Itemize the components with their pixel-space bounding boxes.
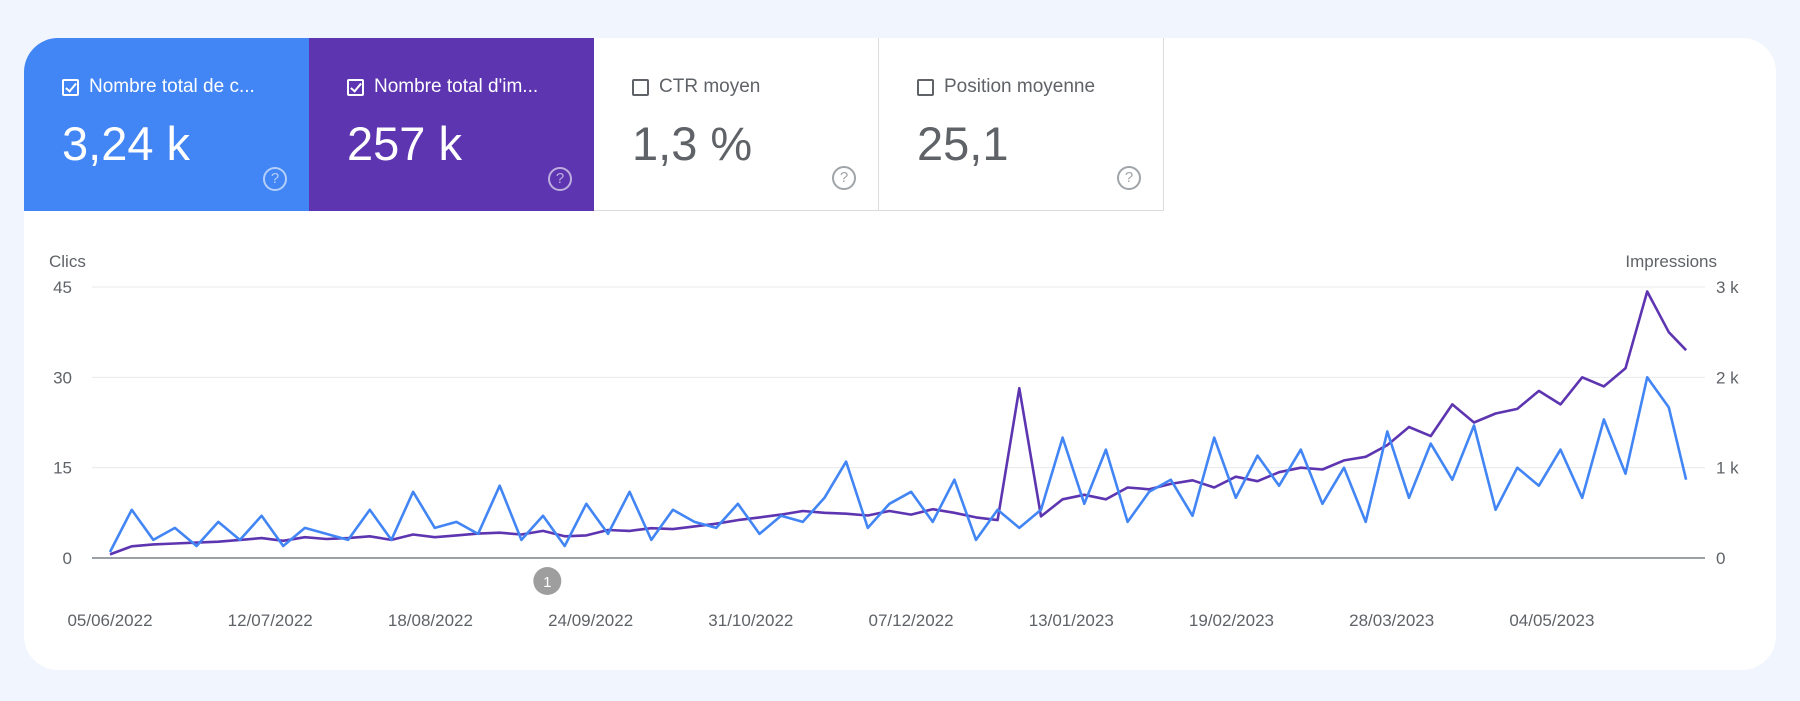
x-tick-label: 04/05/2023 [1509,611,1594,630]
right-tick-label: 1 k [1716,459,1739,478]
x-tick-label: 05/06/2022 [67,611,152,630]
series-line-clics [108,375,1688,553]
help-circle-icon[interactable]: ? [263,167,287,191]
help-circle-icon[interactable]: ? [1117,166,1141,190]
metric-tile-position[interactable]: Position moyenne 25,1 ? [879,38,1164,211]
x-tick-label: 31/10/2022 [708,611,793,630]
metric-tile-clicks[interactable]: Nombre total de c... 3,24 k ? [24,38,309,211]
left-axis-label: Clics [49,252,86,271]
performance-card: Nombre total de c... 3,24 k ? Nombre tot… [24,38,1776,670]
left-tick-label: 15 [53,459,72,478]
x-tick-label: 24/09/2022 [548,611,633,630]
checkbox-unchecked-icon[interactable] [917,78,934,96]
metric-label: Nombre total de c... [89,76,255,97]
metric-label: Position moyenne [944,76,1096,97]
series-line-impressions [109,290,1688,556]
x-tick-label: 18/08/2022 [388,611,473,630]
help-circle-icon[interactable]: ? [548,167,572,191]
annotation-label: 1 [543,574,551,591]
metric-value: 257 k [347,117,462,170]
left-tick-label: 45 [53,278,72,297]
x-tick-label: 28/03/2023 [1349,611,1434,630]
metric-label: Nombre total d'im... [374,76,539,97]
metric-value: 1,3 % [632,117,753,170]
left-tick-label: 30 [53,368,72,387]
annotation-marker [533,567,562,595]
left-tick-label: 0 [63,549,72,568]
x-tick-label: 07/12/2022 [869,611,954,630]
x-tick-label: 12/07/2022 [228,611,313,630]
metric-value: 25,1 [917,117,1009,170]
checkbox-checked-icon[interactable] [62,78,79,96]
x-tick-label: 19/02/2023 [1189,611,1274,630]
right-tick-label: 3 k [1716,278,1739,297]
performance-chart: Clics Impressions 0 15 30 45 0 1 k 2 k 3 k 05/06… [49,252,1739,630]
metric-tile-impressions[interactable]: Nombre total d'im... 257 k ? [309,38,594,211]
metric-value: 3,24 k [62,117,191,170]
checkbox-checked-icon[interactable] [347,78,364,96]
metric-tiles: Nombre total de c... 3,24 k ? Nombre tot… [24,38,1164,211]
metric-tile-ctr[interactable]: CTR moyen 1,3 % ? [594,38,879,211]
x-tick-label: 13/01/2023 [1029,611,1114,630]
right-tick-label: 0 [1716,549,1725,568]
right-tick-label: 2 k [1716,368,1739,387]
metric-label: CTR moyen [659,76,761,97]
help-circle-icon[interactable]: ? [832,166,856,190]
right-axis-label: Impressions [1625,252,1717,271]
checkbox-unchecked-icon[interactable] [632,78,649,96]
